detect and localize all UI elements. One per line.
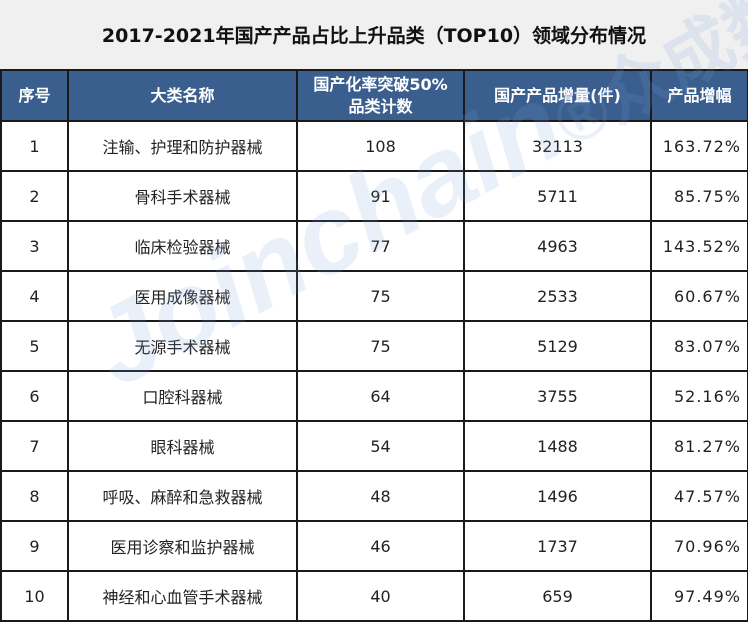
cell-name: 呼吸、麻醉和急救器械 xyxy=(67,470,298,522)
header-no: 序号 xyxy=(0,69,69,122)
header-row: 序号 大类名称 国产化率突破50%品类计数 国产产品增量(件) 产品增幅 xyxy=(0,69,748,122)
cell-name: 临床检验器械 xyxy=(67,220,298,272)
cell-no: 4 xyxy=(0,270,69,322)
table-row: 5 无源手术器械 75 5129 83.07% xyxy=(0,320,748,372)
cell-count: 64 xyxy=(296,370,465,422)
cell-no: 10 xyxy=(0,570,69,622)
table-row: 1 注输、护理和防护器械 108 32113 163.72% xyxy=(0,120,748,172)
cell-count: 91 xyxy=(296,170,465,222)
table-row: 6 口腔科器械 64 3755 52.16% xyxy=(0,370,748,422)
header-count-label: 国产化率突破50%品类计数 xyxy=(313,74,448,116)
cell-no: 1 xyxy=(0,120,69,172)
table-row: 7 眼科器械 54 1488 81.27% xyxy=(0,420,748,472)
cell-increase: 1496 xyxy=(463,470,652,522)
cell-increase: 5129 xyxy=(463,320,652,372)
cell-no: 6 xyxy=(0,370,69,422)
cell-name: 口腔科器械 xyxy=(67,370,298,422)
cell-count: 40 xyxy=(296,570,465,622)
cell-increase: 3755 xyxy=(463,370,652,422)
table-row: 9 医用诊察和监护器械 46 1737 70.96% xyxy=(0,520,748,572)
cell-growth: 143.52% xyxy=(650,220,748,272)
cell-increase: 659 xyxy=(463,570,652,622)
cell-growth: 70.96% xyxy=(650,520,748,572)
cell-increase: 5711 xyxy=(463,170,652,222)
cell-increase: 2533 xyxy=(463,270,652,322)
cell-no: 7 xyxy=(0,420,69,472)
table-title: 2017-2021年国产产品占比上升品类（TOP10）领域分布情况 xyxy=(0,0,748,69)
cell-name: 医用成像器械 xyxy=(67,270,298,322)
cell-no: 5 xyxy=(0,320,69,372)
cell-increase: 32113 xyxy=(463,120,652,172)
cell-name: 神经和心血管手术器械 xyxy=(67,570,298,622)
header-count: 国产化率突破50%品类计数 xyxy=(296,69,465,122)
cell-name: 医用诊察和监护器械 xyxy=(67,520,298,572)
cell-count: 75 xyxy=(296,320,465,372)
cell-count: 108 xyxy=(296,120,465,172)
cell-growth: 60.67% xyxy=(650,270,748,322)
cell-count: 77 xyxy=(296,220,465,272)
cell-name: 骨科手术器械 xyxy=(67,170,298,222)
table-row: 3 临床检验器械 77 4963 143.52% xyxy=(0,220,748,272)
table-row: 4 医用成像器械 75 2533 60.67% xyxy=(0,270,748,322)
cell-growth: 85.75% xyxy=(650,170,748,222)
cell-no: 2 xyxy=(0,170,69,222)
header-increase: 国产产品增量(件) xyxy=(463,69,652,122)
cell-count: 75 xyxy=(296,270,465,322)
table-row: 8 呼吸、麻醉和急救器械 48 1496 47.57% xyxy=(0,470,748,522)
table-row: 10 神经和心血管手术器械 40 659 97.49% xyxy=(0,570,748,622)
cell-growth: 97.49% xyxy=(650,570,748,622)
cell-count: 54 xyxy=(296,420,465,472)
cell-name: 眼科器械 xyxy=(67,420,298,472)
header-name: 大类名称 xyxy=(67,69,298,122)
cell-increase: 1737 xyxy=(463,520,652,572)
cell-increase: 1488 xyxy=(463,420,652,472)
cell-growth: 81.27% xyxy=(650,420,748,472)
cell-no: 8 xyxy=(0,470,69,522)
cell-growth: 83.07% xyxy=(650,320,748,372)
cell-count: 46 xyxy=(296,520,465,572)
cell-increase: 4963 xyxy=(463,220,652,272)
cell-no: 3 xyxy=(0,220,69,272)
cell-growth: 163.72% xyxy=(650,120,748,172)
cell-name: 无源手术器械 xyxy=(67,320,298,372)
cell-growth: 47.57% xyxy=(650,470,748,522)
cell-count: 48 xyxy=(296,470,465,522)
table-row: 2 骨科手术器械 91 5711 85.75% xyxy=(0,170,748,222)
data-table: 序号 大类名称 国产化率突破50%品类计数 国产产品增量(件) 产品增幅 1 注输… xyxy=(0,69,748,622)
cell-no: 9 xyxy=(0,520,69,572)
cell-name: 注输、护理和防护器械 xyxy=(67,120,298,172)
cell-growth: 52.16% xyxy=(650,370,748,422)
header-growth: 产品增幅 xyxy=(650,69,748,122)
